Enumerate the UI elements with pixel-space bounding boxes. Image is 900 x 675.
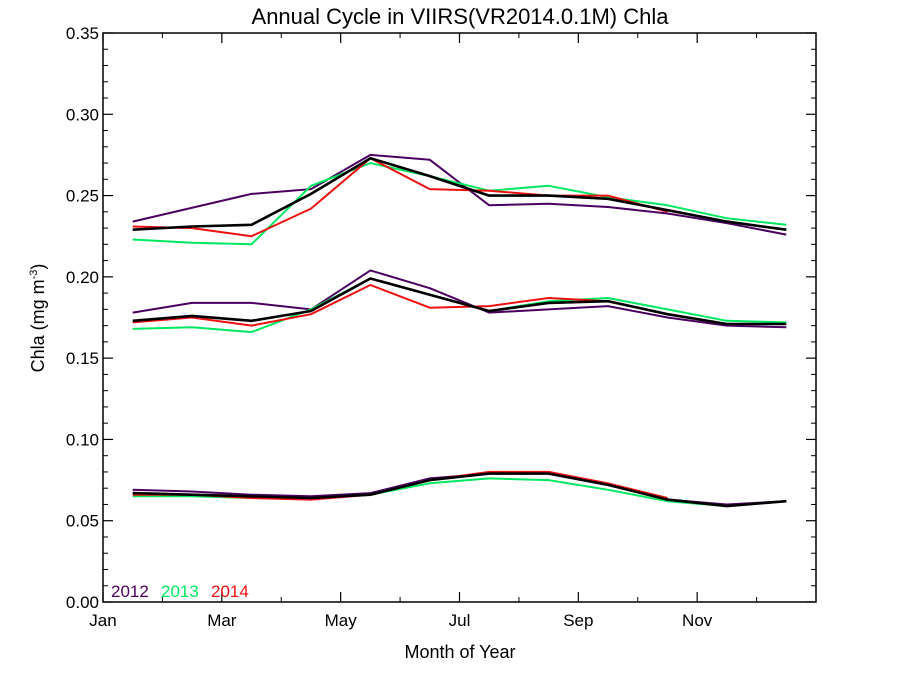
x-axis: Jan Mar May Jul Sep Nov [89,33,758,630]
y-axis-title-close: ) [28,264,48,270]
legend-item-2014: 2014 [211,582,249,601]
y-tick-label: 0.25 [66,187,99,206]
legend-item-2013: 2013 [161,582,199,601]
x-tick-label: Mar [207,611,237,630]
x-tick-label: Jul [449,611,471,630]
y-tick-label: 0.10 [66,430,99,449]
series-line-2014-upper [132,157,668,238]
series-line-2012-lower [132,472,787,506]
x-tick-label: Nov [682,611,713,630]
chart-title: Annual Cycle in VIIRS(VR2014.0.1M) Chla [252,4,670,29]
series-line-2013-upper [132,162,787,246]
y-tick-label: 0.05 [66,512,99,531]
series-line-2012-middle [132,269,787,329]
y-tick-label: 0.20 [66,268,99,287]
series-line-mean-upper [132,156,787,231]
legend-item-2012: 2012 [111,582,149,601]
x-axis-title: Month of Year [404,642,515,662]
y-tick-label: 0.30 [66,105,99,124]
series-line-2012-upper [132,153,787,236]
y-tick-label: 0.15 [66,349,99,368]
x-tick-label: Jan [89,611,116,630]
series-line-mean-lower [132,472,787,508]
y-axis-title: Chla (mg m-3) [28,264,48,373]
y-tick-label: 0.00 [66,593,99,612]
series-line-2013-middle [132,277,787,334]
series-line-mean-middle [132,277,787,326]
x-tick-label: Sep [563,611,593,630]
legend: 2012 2013 2014 [111,582,249,601]
y-axis-title-main: Chla (mg m [28,279,48,372]
y-axis: 0.00 0.05 0.10 0.15 0.20 0.25 0.30 0.35 [66,24,816,612]
series-line-2014-middle [132,284,609,327]
y-axis-title-superscript: -3 [28,270,40,280]
y-tick-label: 0.35 [66,24,99,43]
x-tick-label: May [325,611,358,630]
series-lines [132,153,787,508]
